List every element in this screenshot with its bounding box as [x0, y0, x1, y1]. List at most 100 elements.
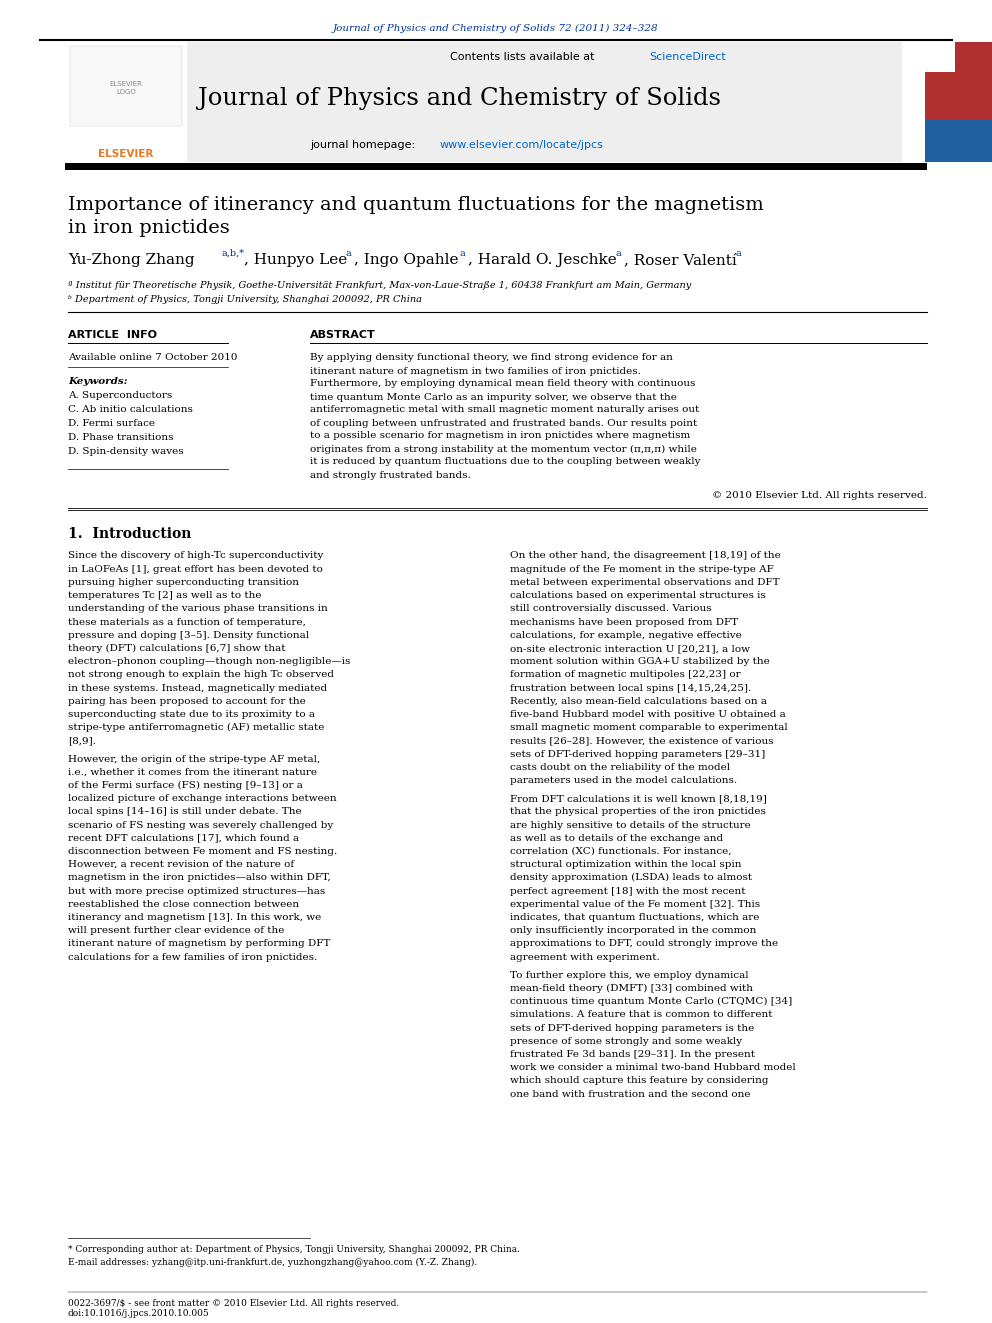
- Text: ScienceDirect: ScienceDirect: [649, 52, 726, 62]
- Text: Keywords:: Keywords:: [68, 377, 128, 385]
- Text: magnetism in the iron pnictides—also within DFT,: magnetism in the iron pnictides—also wit…: [68, 873, 330, 882]
- Text: still controversially discussed. Various: still controversially discussed. Various: [510, 605, 711, 614]
- Text: a,b,*: a,b,*: [221, 249, 244, 258]
- Text: small magnetic moment comparable to experimental: small magnetic moment comparable to expe…: [510, 724, 788, 732]
- Text: understanding of the various phase transitions in: understanding of the various phase trans…: [68, 605, 327, 614]
- Text: local spins [14–16] is still under debate. The: local spins [14–16] is still under debat…: [68, 807, 302, 816]
- Text: ARTICLE  INFO: ARTICLE INFO: [68, 329, 157, 340]
- Text: a: a: [615, 249, 621, 258]
- Text: However, a recent revision of the nature of: However, a recent revision of the nature…: [68, 860, 294, 869]
- Text: mechanisms have been proposed from DFT: mechanisms have been proposed from DFT: [510, 618, 738, 627]
- Text: , Roser Valentí: , Roser Valentí: [624, 253, 737, 267]
- Text: Recently, also mean-field calculations based on a: Recently, also mean-field calculations b…: [510, 697, 767, 705]
- Text: itinerant nature of magnetism in two families of iron pnictides.: itinerant nature of magnetism in two fam…: [310, 366, 641, 376]
- Text: five-band Hubbard model with positive U obtained a: five-band Hubbard model with positive U …: [510, 710, 786, 718]
- Text: Importance of itinerancy and quantum fluctuations for the magnetism: Importance of itinerancy and quantum flu…: [68, 196, 764, 214]
- Text: 0022-3697/$ - see front matter © 2010 Elsevier Ltd. All rights reserved.: 0022-3697/$ - see front matter © 2010 El…: [68, 1298, 399, 1307]
- Text: calculations based on experimental structures is: calculations based on experimental struc…: [510, 591, 766, 601]
- Text: , Ingo Opahle: , Ingo Opahle: [354, 253, 458, 267]
- Text: a: a: [459, 249, 464, 258]
- Text: © 2010 Elsevier Ltd. All rights reserved.: © 2010 Elsevier Ltd. All rights reserved…: [712, 491, 927, 500]
- Text: of the Fermi surface (FS) nesting [9–13] or a: of the Fermi surface (FS) nesting [9–13]…: [68, 781, 303, 790]
- Text: Yu-Zhong Zhang: Yu-Zhong Zhang: [68, 253, 194, 267]
- Text: will present further clear evidence of the: will present further clear evidence of t…: [68, 926, 285, 935]
- Bar: [902, 42, 925, 161]
- Text: , Harald O. Jeschke: , Harald O. Jeschke: [468, 253, 617, 267]
- Text: pursuing higher superconducting transition: pursuing higher superconducting transiti…: [68, 578, 299, 587]
- Text: , Hunpyo Lee: , Hunpyo Lee: [244, 253, 347, 267]
- Text: itinerant nature of magnetism by performing DFT: itinerant nature of magnetism by perform…: [68, 939, 330, 949]
- Text: moment solution within GGA+U stabilized by the: moment solution within GGA+U stabilized …: [510, 658, 770, 665]
- Text: stripe-type antiferromagnetic (AF) metallic state: stripe-type antiferromagnetic (AF) metal…: [68, 724, 324, 732]
- Text: calculations, for example, negative effective: calculations, for example, negative effe…: [510, 631, 742, 640]
- Text: correlation (XC) functionals. For instance,: correlation (XC) functionals. For instan…: [510, 847, 731, 856]
- Text: that the physical properties of the iron pnictides: that the physical properties of the iron…: [510, 807, 766, 816]
- Text: experimental value of the Fe moment [32]. This: experimental value of the Fe moment [32]…: [510, 900, 760, 909]
- Text: ª Institut für Theoretische Physik, Goethe-Universität Frankfurt, Max-von-Laue-S: ª Institut für Theoretische Physik, Goet…: [68, 282, 691, 291]
- Text: itinerancy and magnetism [13]. In this work, we: itinerancy and magnetism [13]. In this w…: [68, 913, 321, 922]
- Text: Contents lists available at: Contents lists available at: [450, 52, 598, 62]
- Bar: [925, 42, 992, 120]
- Text: casts doubt on the reliability of the model: casts doubt on the reliability of the mo…: [510, 762, 730, 771]
- Text: results [26–28]. However, the existence of various: results [26–28]. However, the existence …: [510, 737, 774, 745]
- Text: metal between experimental observations and DFT: metal between experimental observations …: [510, 578, 780, 587]
- Text: agreement with experiment.: agreement with experiment.: [510, 953, 660, 962]
- Text: parameters used in the model calculations.: parameters used in the model calculation…: [510, 775, 737, 785]
- Text: superconducting state due to its proximity to a: superconducting state due to its proximi…: [68, 710, 315, 718]
- Text: mean-field theory (DMFT) [33] combined with: mean-field theory (DMFT) [33] combined w…: [510, 984, 753, 994]
- Text: recent DFT calculations [17], which found a: recent DFT calculations [17], which foun…: [68, 833, 300, 843]
- Text: and strongly frustrated bands.: and strongly frustrated bands.: [310, 471, 471, 479]
- Text: of coupling between unfrustrated and frustrated bands. Our results point: of coupling between unfrustrated and fru…: [310, 418, 697, 427]
- Text: On the other hand, the disagreement [18,19] of the: On the other hand, the disagreement [18,…: [510, 552, 781, 561]
- Text: electron–phonon coupling—though non-negligible—is: electron–phonon coupling—though non-negl…: [68, 658, 350, 665]
- Text: www.elsevier.com/locate/jpcs: www.elsevier.com/locate/jpcs: [440, 140, 604, 149]
- Text: sets of DFT-derived hopping parameters [29–31]: sets of DFT-derived hopping parameters […: [510, 750, 765, 758]
- Text: ᵇ Department of Physics, Tongji University, Shanghai 200092, PR China: ᵇ Department of Physics, Tongji Universi…: [68, 295, 422, 304]
- Bar: [925, 120, 992, 161]
- Text: Available online 7 October 2010: Available online 7 October 2010: [68, 353, 237, 363]
- Text: disconnection between Fe moment and FS nesting.: disconnection between Fe moment and FS n…: [68, 847, 337, 856]
- Text: antiferromagnetic metal with small magnetic moment naturally arises out: antiferromagnetic metal with small magne…: [310, 406, 699, 414]
- Text: C. Ab initio calculations: C. Ab initio calculations: [68, 405, 192, 414]
- Text: time quantum Monte Carlo as an impurity solver, we observe that the: time quantum Monte Carlo as an impurity …: [310, 393, 677, 401]
- Text: By applying density functional theory, we find strong evidence for an: By applying density functional theory, w…: [310, 353, 673, 363]
- Text: 1.  Introduction: 1. Introduction: [68, 527, 191, 541]
- Text: localized picture of exchange interactions between: localized picture of exchange interactio…: [68, 794, 336, 803]
- Text: Since the discovery of high-Tc superconductivity: Since the discovery of high-Tc supercond…: [68, 552, 323, 561]
- Text: simulations. A feature that is common to different: simulations. A feature that is common to…: [510, 1011, 773, 1019]
- Text: formation of magnetic multipoles [22,23] or: formation of magnetic multipoles [22,23]…: [510, 671, 741, 679]
- Text: temperatures Tc [2] as well as to the: temperatures Tc [2] as well as to the: [68, 591, 262, 601]
- Text: scenario of FS nesting was severely challenged by: scenario of FS nesting was severely chal…: [68, 820, 333, 830]
- Text: However, the origin of the stripe-type AF metal,: However, the origin of the stripe-type A…: [68, 754, 320, 763]
- Text: D. Spin-density waves: D. Spin-density waves: [68, 446, 184, 455]
- Text: i.e., whether it comes from the itinerant nature: i.e., whether it comes from the itineran…: [68, 767, 317, 777]
- Text: journal homepage:: journal homepage:: [310, 140, 419, 149]
- Text: originates from a strong instability at the momentum vector (π,π,π) while: originates from a strong instability at …: [310, 445, 696, 454]
- Text: density approximation (LSDA) leads to almost: density approximation (LSDA) leads to al…: [510, 873, 752, 882]
- Text: D. Phase transitions: D. Phase transitions: [68, 433, 174, 442]
- Text: it is reduced by quantum fluctuations due to the coupling between weakly: it is reduced by quantum fluctuations du…: [310, 458, 700, 467]
- Text: in LaOFeAs [1], great effort has been devoted to: in LaOFeAs [1], great effort has been de…: [68, 565, 322, 574]
- Text: ABSTRACT: ABSTRACT: [310, 329, 376, 340]
- Text: presence of some strongly and some weakly: presence of some strongly and some weakl…: [510, 1037, 742, 1045]
- Text: which should capture this feature by considering: which should capture this feature by con…: [510, 1077, 769, 1085]
- Text: From DFT calculations it is well known [8,18,19]: From DFT calculations it is well known […: [510, 794, 767, 803]
- Bar: [65, 42, 925, 161]
- Text: frustrated Fe 3d bands [29–31]. In the present: frustrated Fe 3d bands [29–31]. In the p…: [510, 1050, 755, 1058]
- Text: but with more precise optimized structures—has: but with more precise optimized structur…: [68, 886, 325, 896]
- Bar: [925, 42, 955, 71]
- Text: one band with frustration and the second one: one band with frustration and the second…: [510, 1090, 751, 1098]
- Bar: [65, 42, 187, 161]
- Text: E-mail addresses: yzhang@itp.uni-frankfurt.de, yuzhongzhang@yahoo.com (Y.-Z. Zha: E-mail addresses: yzhang@itp.uni-frankfu…: [68, 1257, 477, 1266]
- Text: * Corresponding author at: Department of Physics, Tongji University, Shanghai 20: * Corresponding author at: Department of…: [68, 1245, 520, 1254]
- Text: continuous time quantum Monte Carlo (CTQMC) [34]: continuous time quantum Monte Carlo (CTQ…: [510, 998, 793, 1007]
- Text: [8,9].: [8,9].: [68, 737, 96, 745]
- Text: in iron pnictides: in iron pnictides: [68, 220, 230, 237]
- Text: not strong enough to explain the high Tc observed: not strong enough to explain the high Tc…: [68, 671, 334, 679]
- Text: approximations to DFT, could strongly improve the: approximations to DFT, could strongly im…: [510, 939, 778, 949]
- Text: Journal of Physics and Chemistry of Solids: Journal of Physics and Chemistry of Soli…: [198, 86, 721, 110]
- Text: sets of DFT-derived hopping parameters is the: sets of DFT-derived hopping parameters i…: [510, 1024, 754, 1032]
- Text: Furthermore, by employing dynamical mean field theory with continuous: Furthermore, by employing dynamical mean…: [310, 380, 695, 389]
- Text: pressure and doping [3–5]. Density functional: pressure and doping [3–5]. Density funct…: [68, 631, 310, 640]
- Text: D. Fermi surface: D. Fermi surface: [68, 418, 155, 427]
